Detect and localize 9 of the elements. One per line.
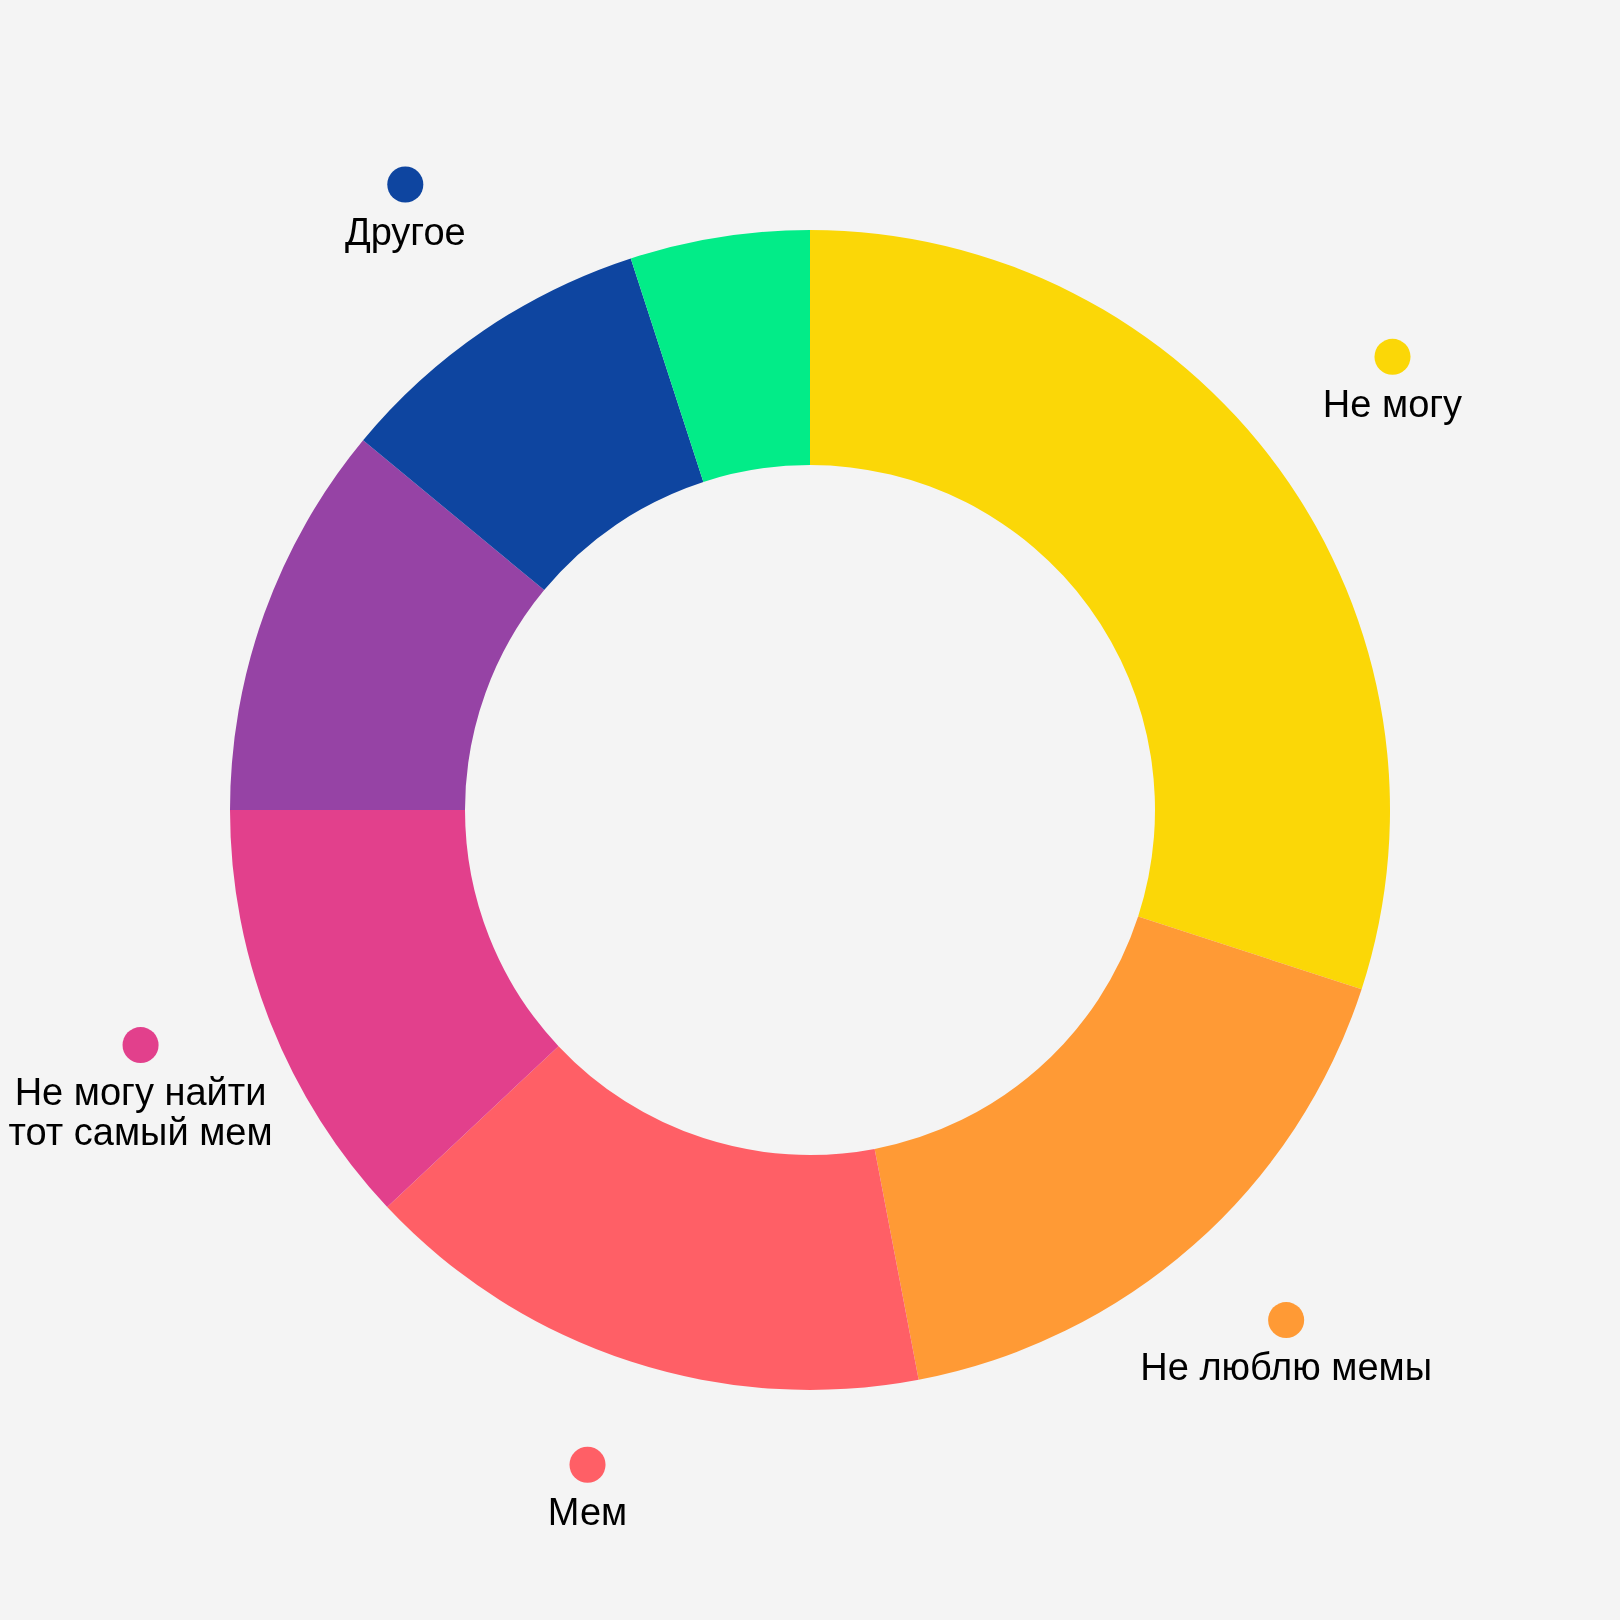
donut-slice (387, 1046, 919, 1389)
donut-slice (630, 230, 810, 482)
legend-label: Другое (344, 210, 466, 253)
legend-label: Мем (547, 1490, 628, 1533)
legend-label: Не могу найти тот самый мем (8, 1071, 273, 1154)
legend-label: Не могу (1322, 382, 1463, 425)
legend-label: Не люблю мемы (1140, 1346, 1433, 1389)
donut-slice (230, 440, 545, 810)
donut-slice (363, 258, 704, 591)
